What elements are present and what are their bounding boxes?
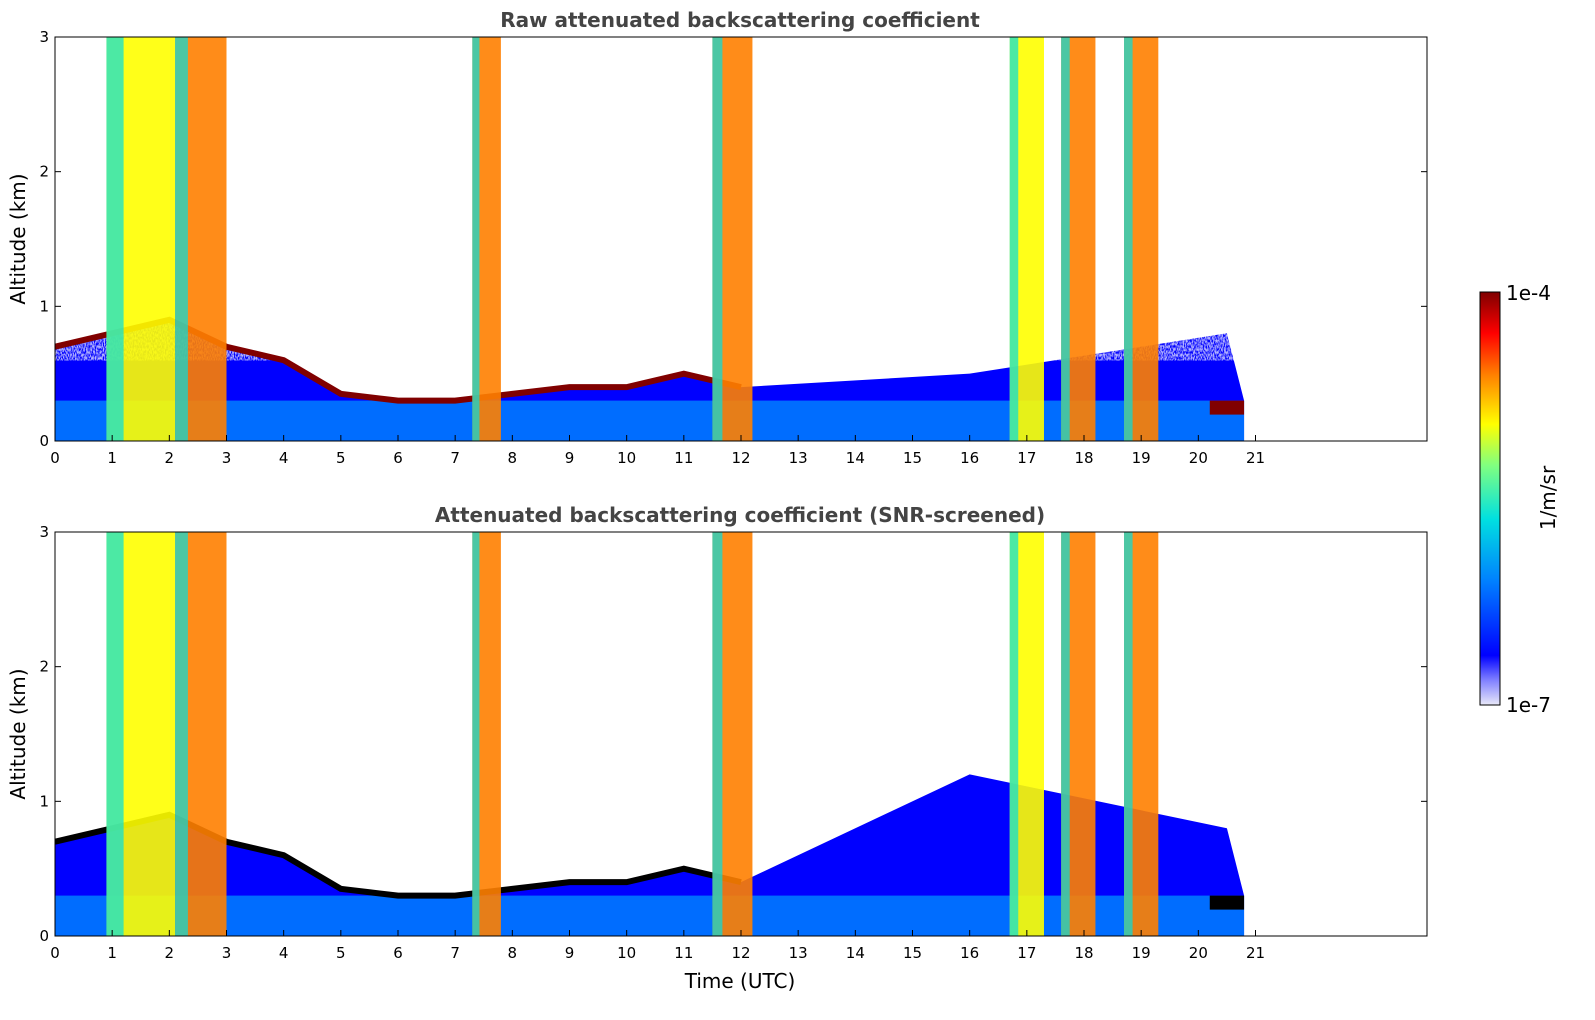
x-tick-label: 2 [165, 449, 175, 467]
x-tick-label: 21 [1246, 449, 1265, 467]
colorbar-min-label: 1e-7 [1506, 693, 1551, 717]
x-tick-label: 13 [789, 449, 808, 467]
x-tick-label: 6 [393, 944, 403, 962]
precipitation-band-edge [106, 37, 124, 441]
precipitation-band-edge [1009, 532, 1019, 936]
top-y-ticks: 0 1 2 3 [39, 28, 1427, 450]
colorbar: 1e-4 1e-7 1/m/sr [1479, 281, 1560, 717]
precipitation-band-edge [712, 37, 723, 441]
y-tick-label: 3 [39, 28, 49, 46]
x-tick-label: 2 [165, 944, 175, 962]
x-tick-label: 14 [846, 449, 865, 467]
x-tick-label: 9 [565, 944, 575, 962]
precipitation-band-edge [472, 37, 480, 441]
x-tick-label: 11 [674, 944, 693, 962]
precipitation-band-edge [1061, 37, 1070, 441]
x-tick-label: 16 [960, 944, 979, 962]
y-tick-label: 0 [39, 432, 49, 450]
y-tick-label: 1 [39, 297, 49, 315]
x-tick-label: 19 [1132, 449, 1151, 467]
x-tick-label: 8 [508, 449, 518, 467]
x-tick-label: 5 [336, 944, 346, 962]
x-tick-label: 17 [1017, 449, 1036, 467]
x-tick-label: 3 [222, 449, 232, 467]
y-tick-label: 2 [39, 163, 49, 181]
x-tick-label: 8 [508, 944, 518, 962]
x-tick-label: 1 [107, 944, 117, 962]
x-tick-label: 15 [903, 449, 922, 467]
low-cloud [1209, 895, 1245, 910]
screened-backscatter-panel: Attenuated backscattering coefficient (S… [6, 503, 1428, 993]
colorbar-max-label: 1e-4 [1506, 281, 1551, 305]
y-tick-label: 3 [39, 523, 49, 541]
precipitation-band-edge [106, 532, 124, 936]
bottom-y-axis-label: Altitude (km) [6, 668, 30, 799]
bottom-x-ticks: 0 1 2 3 4 5 6 7 8 9 10 11 12 13 14 15 16 17 18 19 20 21 [50, 930, 1265, 962]
precipitation-band-edge [1061, 532, 1070, 936]
precipitation-band-edge [472, 532, 480, 936]
x-tick-label: 18 [1074, 449, 1093, 467]
bottom-y-ticks: 0 1 2 3 [39, 523, 1427, 945]
precipitation-band-edge [175, 37, 188, 441]
x-tick-label: 6 [393, 449, 403, 467]
top-x-ticks: 0 1 2 3 4 5 6 7 8 9 10 11 12 13 14 15 16 17 18 19 20 21 [50, 435, 1265, 467]
precipitation-band-edge [1009, 37, 1019, 441]
x-tick-label: 7 [450, 944, 460, 962]
x-tick-label: 1 [107, 449, 117, 467]
x-tick-label: 0 [50, 944, 60, 962]
x-tick-label: 10 [617, 944, 636, 962]
top-y-axis-label: Altitude (km) [6, 173, 30, 304]
bottom-panel-title: Attenuated backscattering coefficient (S… [435, 503, 1045, 527]
x-tick-label: 16 [960, 449, 979, 467]
colorbar-gradient [1479, 291, 1501, 706]
surface-layer [55, 895, 1245, 936]
x-tick-label: 18 [1074, 944, 1093, 962]
precipitation-band-edge [1124, 37, 1133, 441]
x-tick-label: 4 [279, 944, 289, 962]
x-tick-label: 4 [279, 449, 289, 467]
x-tick-label: 20 [1189, 449, 1208, 467]
x-tick-label: 12 [731, 944, 750, 962]
precipitation-band-edge [1124, 532, 1133, 936]
y-tick-label: 0 [39, 927, 49, 945]
x-tick-label: 5 [336, 449, 346, 467]
precipitation-band-edge [175, 532, 188, 936]
x-tick-label: 3 [222, 944, 232, 962]
x-tick-label: 20 [1189, 944, 1208, 962]
x-tick-label: 12 [731, 449, 750, 467]
x-tick-label: 19 [1132, 944, 1151, 962]
x-tick-label: 11 [674, 449, 693, 467]
x-tick-label: 15 [903, 944, 922, 962]
raw-backscatter-panel: Raw attenuated backscattering coefficien… [6, 8, 1428, 467]
precipitation-band-edge [712, 532, 723, 936]
top-panel-title: Raw attenuated backscattering coefficien… [500, 8, 980, 32]
y-tick-label: 2 [39, 658, 49, 676]
surface-layer [55, 400, 1245, 441]
x-tick-label: 9 [565, 449, 575, 467]
x-tick-label: 10 [617, 449, 636, 467]
bottom-heatmap [55, 532, 1245, 936]
x-tick-label: 13 [789, 944, 808, 962]
top-heatmap [55, 37, 1245, 441]
noise-region-blue [55, 37, 1245, 361]
low-cloud [1209, 400, 1245, 415]
x-tick-label: 21 [1246, 944, 1265, 962]
x-tick-label: 14 [846, 944, 865, 962]
x-axis-label: Time (UTC) [684, 969, 796, 993]
y-tick-label: 1 [39, 792, 49, 810]
x-tick-label: 0 [50, 449, 60, 467]
x-tick-label: 7 [450, 449, 460, 467]
x-tick-label: 17 [1017, 944, 1036, 962]
colorbar-unit-label: 1/m/sr [1536, 465, 1560, 530]
